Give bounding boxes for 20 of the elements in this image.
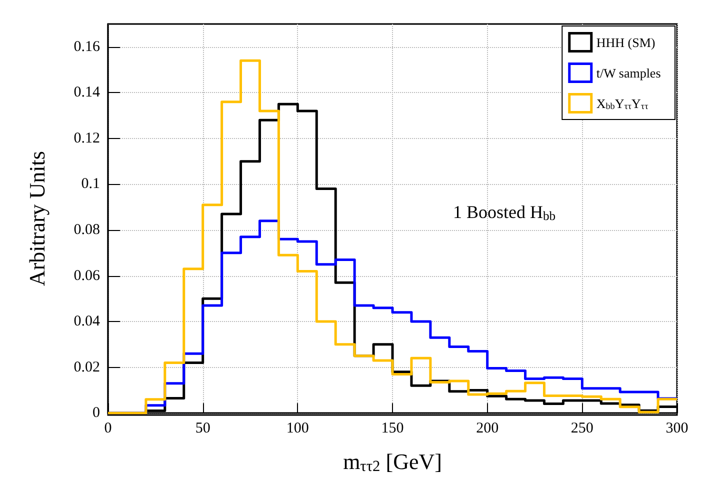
legend-label: XbbYττYττ [596,96,649,112]
legend-label: HHH (SM) [596,34,656,50]
y-tick-label: 0 [92,405,100,422]
x-tick-label: 50 [195,420,210,437]
x-tick-label: 300 [666,420,688,437]
y-tick-label: 0.12 [74,130,100,146]
x-tick-label: 100 [286,420,309,437]
y-axis-title: Arbitrary Units [24,151,50,286]
legend-label: t/W samples [596,65,661,80]
x-tick-label: 150 [381,420,404,437]
y-tick-label: 0.02 [74,359,100,376]
x-tick-label: 200 [476,420,499,437]
x-tick-label: 250 [570,420,594,437]
x-tick-label: 0 [104,420,112,437]
y-tick-label: 0.08 [74,222,100,238]
y-tick-label: 0.14 [74,84,100,101]
y-tick-label: 0.1 [81,176,100,192]
y-tick-label: 0.16 [74,38,100,55]
y-tick-label: 0.06 [74,268,100,284]
y-tick-label: 0.04 [74,314,100,330]
